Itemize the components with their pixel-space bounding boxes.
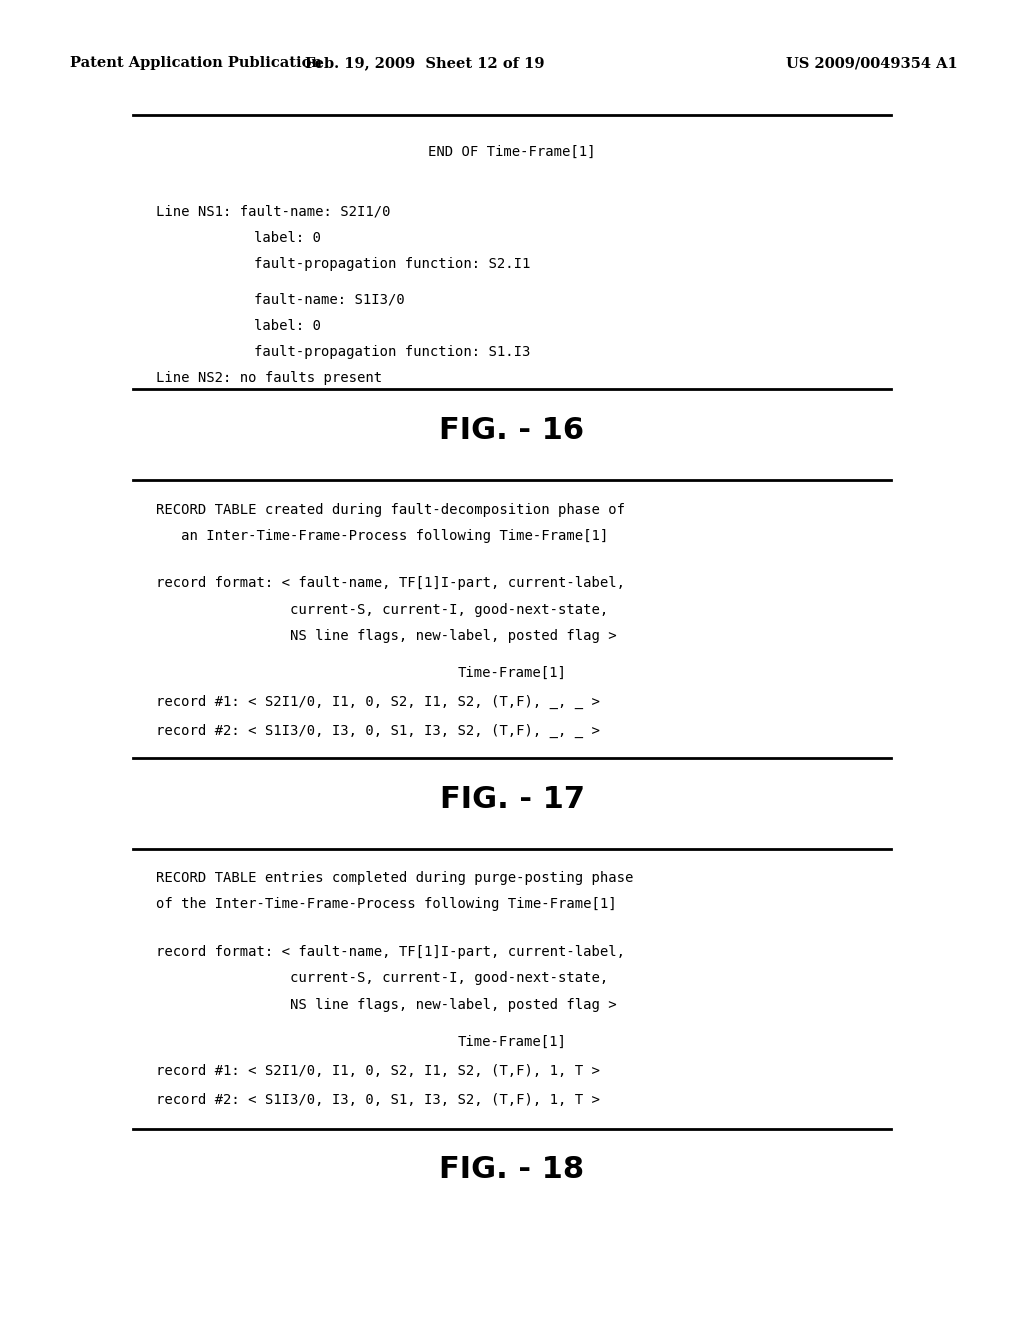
Text: FIG. - 18: FIG. - 18 [439,1155,585,1184]
Text: record #2: < S1I3/0, I3, 0, S1, I3, S2, (T,F), _, _ >: record #2: < S1I3/0, I3, 0, S1, I3, S2, … [156,725,599,738]
Text: record #2: < S1I3/0, I3, 0, S1, I3, S2, (T,F), 1, T >: record #2: < S1I3/0, I3, 0, S1, I3, S2, … [156,1093,599,1106]
Text: current-S, current-I, good-next-state,: current-S, current-I, good-next-state, [156,603,608,616]
Text: END OF Time-Frame[1]: END OF Time-Frame[1] [428,145,596,158]
Text: an Inter-Time-Frame-Process following Time-Frame[1]: an Inter-Time-Frame-Process following Ti… [156,529,608,543]
Text: RECORD TABLE entries completed during purge-posting phase: RECORD TABLE entries completed during pu… [156,871,633,884]
Text: NS line flags, new-label, posted flag >: NS line flags, new-label, posted flag > [156,998,616,1011]
Text: NS line flags, new-label, posted flag >: NS line flags, new-label, posted flag > [156,630,616,643]
Text: Time-Frame[1]: Time-Frame[1] [458,667,566,680]
Text: FIG. - 17: FIG. - 17 [439,785,585,814]
Text: fault-name: S1I3/0: fault-name: S1I3/0 [254,293,404,306]
Text: US 2009/0049354 A1: US 2009/0049354 A1 [785,57,957,70]
Text: record format: < fault-name, TF[1]I-part, current-label,: record format: < fault-name, TF[1]I-part… [156,577,625,590]
Text: record format: < fault-name, TF[1]I-part, current-label,: record format: < fault-name, TF[1]I-part… [156,945,625,958]
Text: Patent Application Publication: Patent Application Publication [70,57,322,70]
Text: label: 0: label: 0 [254,319,321,333]
Text: Feb. 19, 2009  Sheet 12 of 19: Feb. 19, 2009 Sheet 12 of 19 [305,57,545,70]
Text: Time-Frame[1]: Time-Frame[1] [458,1035,566,1048]
Text: label: 0: label: 0 [254,231,321,244]
Text: Line NS1: fault-name: S2I1/0: Line NS1: fault-name: S2I1/0 [156,205,390,218]
Text: fault-propagation function: S2.I1: fault-propagation function: S2.I1 [254,257,530,271]
Text: current-S, current-I, good-next-state,: current-S, current-I, good-next-state, [156,972,608,985]
Text: of the Inter-Time-Frame-Process following Time-Frame[1]: of the Inter-Time-Frame-Process followin… [156,898,616,911]
Text: record #1: < S2I1/0, I1, 0, S2, I1, S2, (T,F), _, _ >: record #1: < S2I1/0, I1, 0, S2, I1, S2, … [156,696,599,709]
Text: FIG. - 16: FIG. - 16 [439,416,585,445]
Text: fault-propagation function: S1.I3: fault-propagation function: S1.I3 [254,346,530,359]
Text: record #1: < S2I1/0, I1, 0, S2, I1, S2, (T,F), 1, T >: record #1: < S2I1/0, I1, 0, S2, I1, S2, … [156,1064,599,1077]
Text: RECORD TABLE created during fault-decomposition phase of: RECORD TABLE created during fault-decomp… [156,503,625,516]
Text: Line NS2: no faults present: Line NS2: no faults present [156,371,382,384]
